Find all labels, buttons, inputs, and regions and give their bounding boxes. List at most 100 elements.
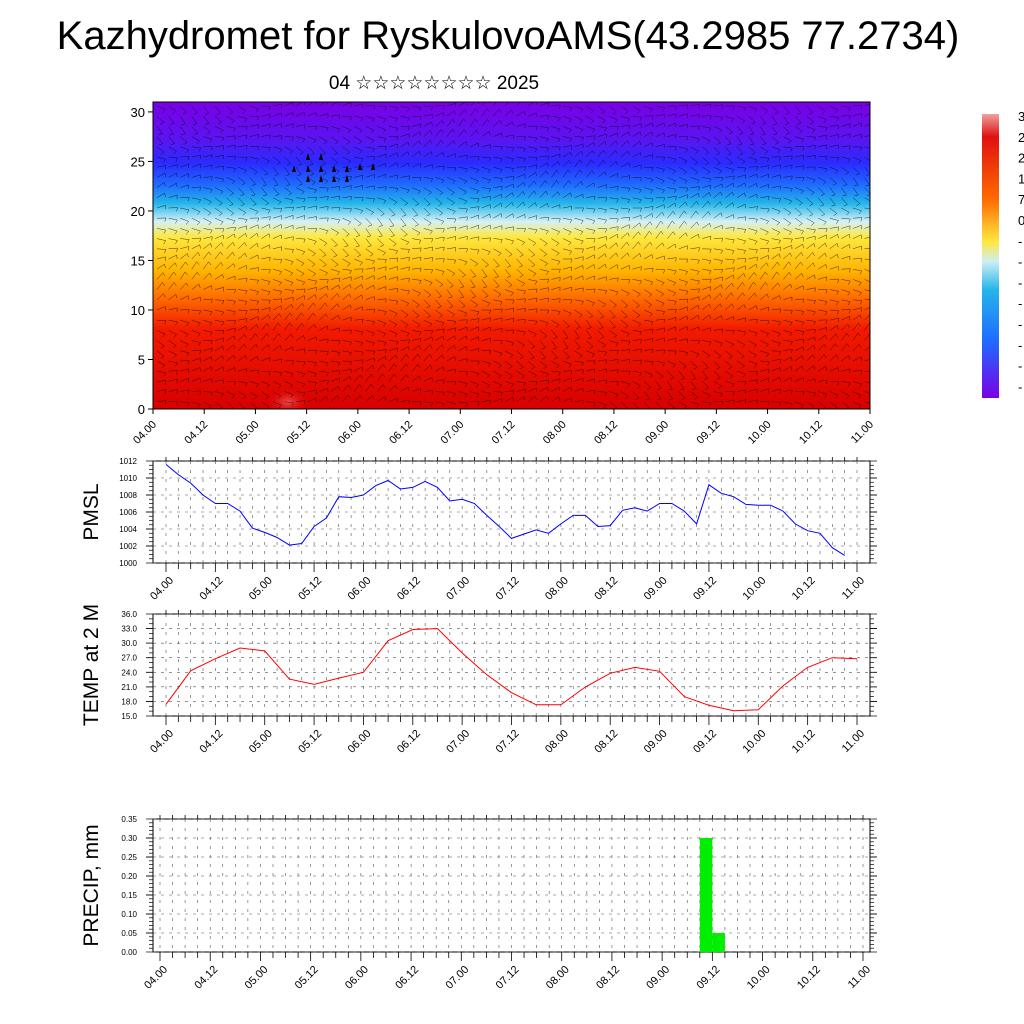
wind-barb — [818, 326, 827, 332]
wind-barb — [818, 115, 827, 123]
wind-barb — [191, 357, 201, 363]
wind-barb — [284, 333, 293, 341]
x-tick-label: 07.12 — [494, 964, 522, 992]
wind-barb — [446, 236, 456, 241]
wind-barb — [168, 401, 178, 406]
wind-barb — [180, 163, 189, 169]
wind-barb — [528, 146, 538, 153]
wind-barb — [586, 340, 594, 349]
wind-barb — [655, 255, 665, 260]
wind-barb — [481, 289, 489, 298]
wind-barb — [249, 355, 259, 362]
wind-barb — [539, 216, 550, 222]
wind-barb — [261, 322, 270, 331]
wind-barb — [191, 401, 201, 408]
wind-barb — [226, 105, 234, 115]
wind-barb — [423, 344, 433, 351]
wind-barb — [539, 258, 549, 267]
wind-barb — [423, 105, 434, 111]
wind-barb — [238, 343, 247, 351]
wind-barb — [609, 105, 617, 115]
wind-barb — [864, 359, 870, 362]
wind-barb — [272, 258, 283, 264]
wind-barb — [667, 122, 677, 128]
wind-barb — [156, 306, 166, 311]
wind-barb — [261, 167, 269, 176]
wind-barb — [829, 156, 840, 162]
wind-barb — [829, 367, 839, 372]
wind-barb — [180, 295, 190, 301]
wind-barb — [690, 314, 700, 321]
wind-barb — [609, 140, 618, 147]
wind-barb — [841, 268, 851, 273]
wind-barb — [458, 258, 468, 266]
wind-barb — [435, 207, 444, 216]
wind-barb — [226, 380, 236, 386]
wind-barb — [516, 395, 526, 402]
wind-barb — [794, 377, 804, 382]
wind-barb — [794, 355, 804, 362]
wind-barb — [330, 394, 340, 402]
wind-barb — [690, 360, 698, 370]
wind-barb — [493, 360, 502, 369]
wind-barb — [794, 319, 805, 326]
wind-barb — [470, 299, 479, 308]
wind-barb — [609, 233, 619, 239]
wind-barb — [238, 187, 245, 197]
wind-barb — [470, 326, 480, 331]
wind-barb — [597, 217, 607, 224]
wind-barb — [551, 319, 560, 328]
wind-barb — [551, 378, 561, 383]
wind-barb — [470, 258, 479, 267]
wind-barb — [644, 337, 654, 343]
wind-barb — [342, 268, 352, 275]
wind-barb — [435, 335, 445, 341]
x-tick-label: 06.00 — [343, 964, 371, 992]
wind-barb — [365, 248, 374, 257]
wind-barb — [586, 350, 596, 358]
wind-barb — [655, 299, 665, 307]
wind-barb — [644, 154, 654, 159]
wind-barb — [516, 279, 526, 287]
wind-barb — [829, 391, 839, 399]
wind-barb — [713, 201, 723, 209]
wind-barb — [458, 129, 467, 137]
wind-barb — [539, 238, 548, 247]
wind-barb — [585, 159, 594, 168]
wind-barb — [377, 218, 384, 227]
wind-barb — [864, 248, 870, 250]
wind-barb — [551, 309, 561, 316]
wind-flag — [371, 163, 375, 170]
wind-barb — [748, 271, 757, 280]
wind-barb — [574, 340, 581, 350]
wind-barb — [678, 187, 689, 192]
wind-barb — [365, 197, 376, 203]
wind-barb — [412, 375, 421, 382]
wind-barb — [296, 205, 306, 211]
wind-barb — [354, 394, 363, 402]
wind-barb — [551, 191, 560, 198]
wind-barb — [307, 187, 317, 194]
x-tick-label: 09.12 — [695, 419, 723, 447]
wind-barb — [702, 360, 709, 370]
wind-barb — [632, 177, 642, 182]
wind-barb — [214, 345, 224, 352]
wind-barb — [574, 275, 584, 280]
wind-barb — [725, 267, 735, 272]
wind-barb — [377, 248, 386, 256]
wind-barb — [261, 223, 271, 229]
wind-barb — [261, 370, 271, 376]
wind-flag — [332, 165, 336, 172]
wind-barb — [736, 216, 747, 221]
wind-barb — [203, 197, 212, 205]
wind-barb — [632, 105, 641, 114]
wind-barb — [655, 279, 665, 286]
wind-barb — [203, 146, 213, 151]
wind-barb — [551, 115, 561, 122]
wind-flag — [345, 175, 349, 182]
wind-barb — [469, 108, 478, 117]
wind-barb — [203, 154, 213, 159]
wind-barb — [667, 202, 677, 209]
wind-barb — [388, 218, 395, 227]
wind-barb — [377, 340, 387, 346]
